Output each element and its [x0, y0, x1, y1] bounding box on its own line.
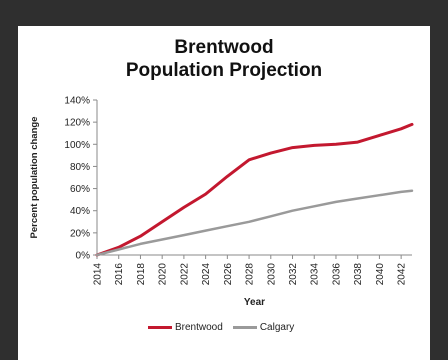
x-tick-label: 2042 — [397, 263, 408, 286]
x-tick-label: 2014 — [93, 263, 104, 286]
y-tick-label: 140% — [64, 96, 90, 107]
x-tick-label: 2040 — [375, 263, 386, 286]
chart-series — [95, 122, 414, 257]
x-tick-label: 2030 — [266, 263, 277, 286]
legend-item-calgary: Calgary — [232, 322, 295, 333]
legend: Brentwood Calgary — [148, 322, 304, 333]
y-tick-label: 20% — [70, 228, 90, 239]
y-tick-label: 60% — [70, 184, 90, 195]
y-tick-label: 80% — [70, 162, 90, 173]
chart-panel: Brentwood Population Projection 0% 20% 40%… — [18, 26, 430, 360]
x-tick-label: 2038 — [353, 263, 364, 286]
y-tick-label: 120% — [64, 118, 90, 129]
x-tick-label: 2016 — [114, 263, 125, 286]
x-tick-label: 2020 — [158, 263, 169, 286]
x-tick-label: 2024 — [201, 263, 212, 286]
x-tick-label: 2028 — [245, 263, 256, 286]
y-axis-title: Percent population change — [29, 117, 40, 239]
x-tick-label: 2032 — [288, 263, 299, 286]
series-line-calgary — [95, 189, 414, 257]
legend-label-calgary: Calgary — [259, 322, 295, 333]
series-line-brentwood — [95, 122, 414, 257]
chart-title: Brentwood Population Projection — [18, 36, 430, 82]
chart-axes — [93, 99, 412, 259]
y-tick-label: 40% — [70, 206, 90, 217]
x-tick-label: 2022 — [179, 263, 190, 286]
chart-title-line2: Population Projection — [125, 60, 323, 81]
y-tick-label: 0% — [76, 251, 91, 262]
y-tick-label: 100% — [64, 140, 90, 151]
x-axis-title: Year — [244, 297, 265, 308]
legend-item-brentwood: Brentwood — [148, 322, 223, 333]
chart-labels: 0% 20% 40% 60% 80% 100% 120% 140% 2014 2016 2018 20… — [29, 96, 408, 309]
x-tick-label: 2034 — [310, 263, 321, 286]
legend-label-brentwood: Brentwood — [175, 322, 223, 333]
legend-swatch-calgary — [232, 326, 257, 329]
legend-swatch-brentwood — [148, 326, 172, 329]
x-tick-label: 2026 — [223, 263, 234, 286]
x-tick-label: 2036 — [331, 263, 342, 286]
chart-title-line1: Brentwood — [174, 37, 274, 58]
x-tick-label: 2018 — [136, 263, 147, 286]
line-chart: 0% 20% 40% 60% 80% 100% 120% 140% 2014 2016 2018 20… — [29, 96, 414, 309]
